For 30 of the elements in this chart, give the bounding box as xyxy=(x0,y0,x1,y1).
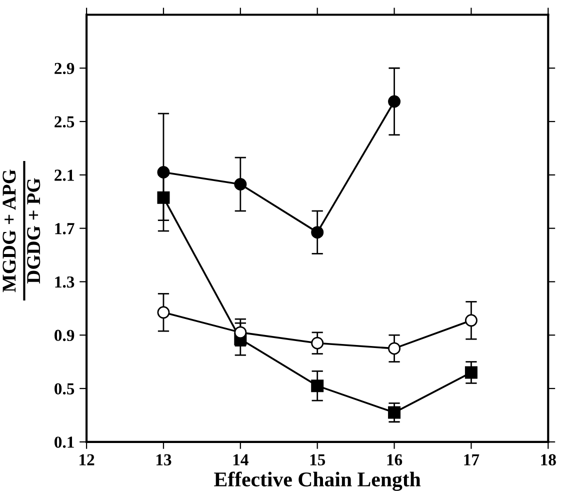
point xyxy=(388,406,401,419)
point xyxy=(388,342,401,355)
point xyxy=(234,326,247,339)
point xyxy=(311,336,324,350)
x-tick-label: 13 xyxy=(156,454,172,466)
point xyxy=(157,166,170,178)
y-tick-label: 2.9 xyxy=(54,62,74,74)
point xyxy=(464,366,478,379)
y-tick-label: 1.7 xyxy=(55,223,74,234)
point xyxy=(311,380,324,392)
y-tick-label: 0.9 xyxy=(54,330,74,342)
x-tick-label: 14 xyxy=(233,454,248,466)
x-tick-label: 16 xyxy=(387,454,402,466)
x-tick-label: 12 xyxy=(80,454,94,466)
x-tick-label: 15 xyxy=(310,454,326,466)
y-tick-label: 1.3 xyxy=(55,276,74,288)
point xyxy=(234,178,247,191)
point xyxy=(157,191,170,204)
y-tick-label: 2.1 xyxy=(54,170,74,181)
x-tick-label: 17 xyxy=(464,454,480,466)
x-tick-label: 18 xyxy=(541,454,556,466)
y-tick-label: 2.5 xyxy=(54,116,74,128)
point xyxy=(388,95,401,108)
point xyxy=(157,306,170,319)
y-tick-label: 0.1 xyxy=(54,436,74,448)
x-axis-title: Effective Chain Length xyxy=(214,472,421,491)
y-axis-title: MGDG + APG DGDG + PG xyxy=(2,170,40,292)
y-tick-label: 0.5 xyxy=(54,383,74,395)
point xyxy=(311,226,324,239)
point xyxy=(464,314,478,327)
